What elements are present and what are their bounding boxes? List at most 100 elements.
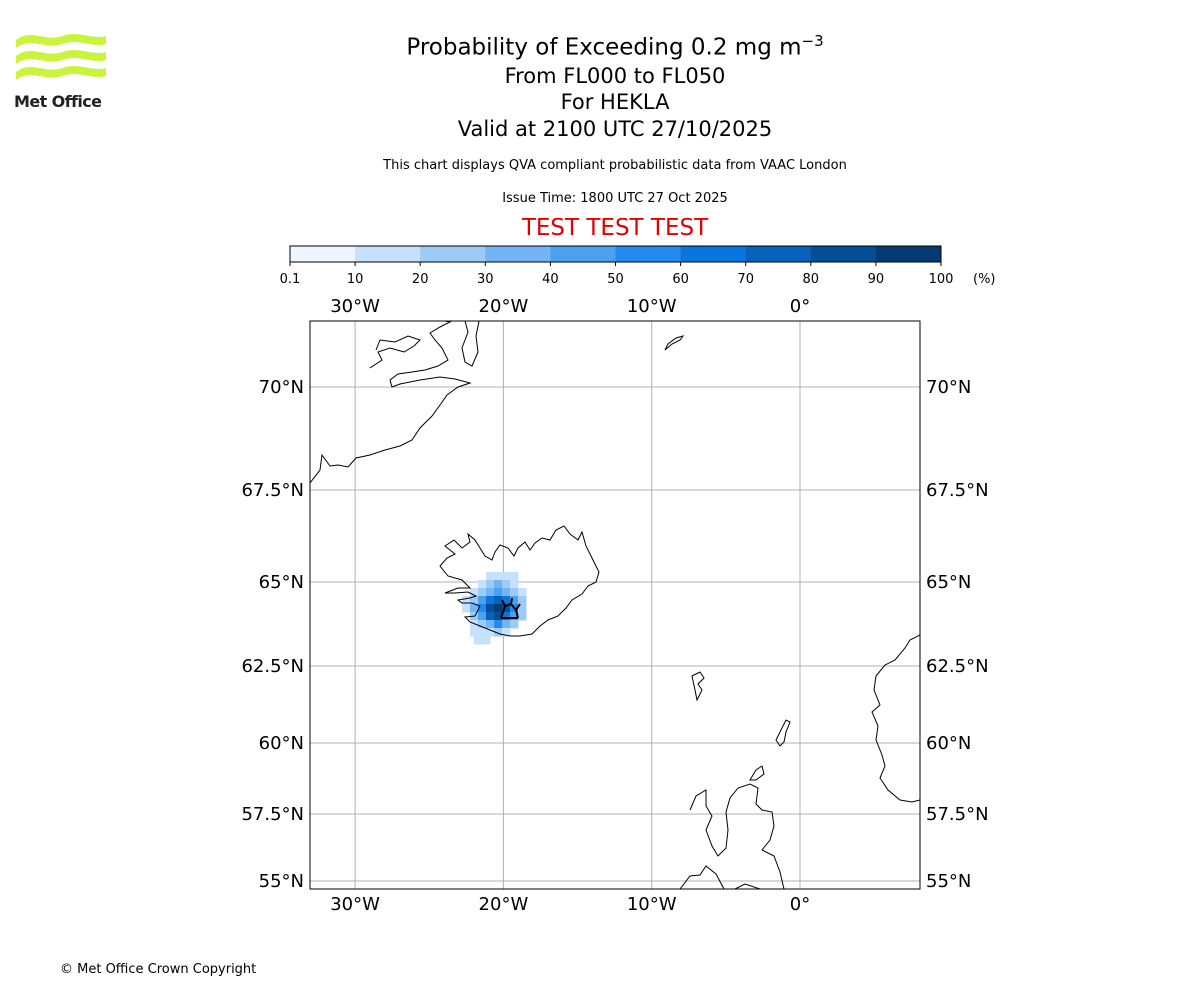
coastline-iceland	[439, 525, 600, 637]
colorbar-tick-label: 70	[737, 272, 754, 287]
chart-description: This chart displays QVA compliant probab…	[383, 158, 847, 173]
ash-probability-cell	[478, 612, 487, 621]
colorbar-segment	[290, 246, 356, 262]
latitude-label: 60°N	[259, 733, 304, 754]
ash-probability-cell	[518, 596, 527, 605]
issue-time: Issue Time: 1800 UTC 27 Oct 2025	[502, 191, 728, 206]
colorbar-tick-label: 10	[347, 272, 364, 287]
ash-probability-cell	[486, 612, 495, 621]
ash-probability-cell	[510, 580, 519, 589]
ash-probability-cell	[486, 580, 495, 589]
met-office-logo-text: Met Office	[14, 92, 102, 111]
ash-probability-cell	[486, 628, 495, 637]
colorbar-segment	[355, 246, 421, 262]
test-banner: TEST TEST TEST	[521, 215, 709, 241]
colorbar-tick-label: 50	[607, 272, 624, 287]
ash-probability-cell	[470, 612, 479, 621]
latitude-label: 55°N	[926, 871, 971, 892]
ash-probability-cell	[494, 580, 503, 589]
ash-probability-cell	[510, 596, 519, 605]
latitude-label: 67.5°N	[926, 480, 989, 501]
logo-wave-2	[16, 50, 106, 64]
ash-probability-cell	[510, 612, 519, 621]
ash-probability-field	[462, 572, 527, 645]
colorbar-segment	[810, 246, 877, 262]
coastline-orkney	[749, 765, 765, 781]
colorbar-tick-label: 80	[803, 272, 820, 287]
ash-probability-cell	[502, 588, 511, 597]
ash-probability-cell	[474, 636, 483, 645]
colorbar-segment	[875, 246, 942, 262]
ash-probability-cell	[494, 612, 503, 621]
latitude-label: 67.5°N	[241, 480, 304, 501]
colorbar-segment	[615, 246, 682, 262]
ash-probability-cell	[482, 636, 491, 645]
coastline-greenland	[310, 321, 472, 484]
ash-probability-cell	[494, 620, 503, 629]
colorbar-tick-label: 40	[542, 272, 559, 287]
ash-probability-cell	[502, 612, 511, 621]
colorbar-tick-label: 90	[868, 272, 885, 287]
ash-probability-cell	[462, 596, 471, 605]
probability-colorbar: 0.1 10 20 30 40 50 60 70 80 90 100 (%)	[280, 245, 996, 287]
ash-probability-cell	[510, 588, 519, 597]
latitude-label: 70°N	[926, 377, 971, 398]
ash-probability-cell	[494, 572, 503, 581]
ash-probability-cell	[494, 588, 503, 597]
ash-probability-cell	[486, 620, 495, 629]
ash-probability-cell	[502, 628, 511, 637]
ash-probability-cell	[478, 596, 487, 605]
colorbar-segment	[420, 246, 486, 262]
longitude-label: 30°W	[330, 894, 380, 915]
latitude-label: 70°N	[259, 377, 304, 398]
ash-probability-cell	[502, 572, 511, 581]
ash-probability-cell	[478, 604, 487, 613]
ash-probability-cell	[470, 620, 479, 629]
ash-probability-cell	[494, 596, 503, 605]
copyright-notice: © Met Office Crown Copyright	[60, 962, 257, 977]
ash-probability-cell	[462, 604, 471, 613]
ash-probability-cell	[502, 580, 511, 589]
ash-probability-cell	[518, 588, 527, 597]
ash-probability-cell	[478, 588, 487, 597]
coastline-scotland	[679, 783, 785, 889]
latitude-label: 55°N	[259, 871, 304, 892]
ash-probability-cell	[494, 628, 503, 637]
colorbar-segment	[550, 246, 616, 262]
ash-probability-cell	[494, 604, 503, 613]
colorbar-tick-label: 20	[412, 272, 429, 287]
ash-probability-cell	[510, 620, 519, 629]
colorbar-unit-label: (%)	[973, 272, 996, 287]
ash-probability-cell	[510, 604, 519, 613]
valid-time: Valid at 2100 UTC 27/10/2025	[457, 117, 773, 141]
ash-probability-cell	[502, 620, 511, 629]
ash-probability-cell	[470, 588, 479, 597]
ash-probability-cell	[510, 572, 519, 581]
volcano-name: For HEKLA	[560, 90, 670, 114]
logo-wave-3	[16, 66, 106, 80]
coastline-greenland-islands	[369, 335, 421, 369]
colorbar-tick-label: 100	[929, 272, 954, 287]
ash-probability-cell	[478, 580, 487, 589]
ash-probability-cell	[502, 596, 511, 605]
latitude-label: 65°N	[259, 572, 304, 593]
coastlines	[310, 321, 920, 889]
ash-probability-cell	[502, 604, 511, 613]
longitude-label: 0°	[790, 894, 810, 915]
ash-probability-cell	[470, 604, 479, 613]
ash-probability-cell	[486, 596, 495, 605]
ash-probability-cell	[486, 588, 495, 597]
ash-probability-cell	[486, 604, 495, 613]
coastline-jan-mayen	[664, 335, 685, 351]
ash-probability-cell	[478, 620, 487, 629]
latitude-label: 57.5°N	[926, 804, 989, 825]
ash-probability-cell	[478, 628, 487, 637]
colorbar-segment	[680, 246, 747, 262]
latitude-label: 65°N	[926, 572, 971, 593]
volcano-marker	[500, 597, 521, 619]
longitude-label: 10°W	[627, 894, 677, 915]
map-frame	[309, 320, 921, 890]
chart-title: Probability of Exceeding 0.2 mg m−3	[265, 26, 965, 63]
coastline-norway	[871, 634, 920, 803]
chart-title-superscript: −3	[801, 32, 824, 50]
